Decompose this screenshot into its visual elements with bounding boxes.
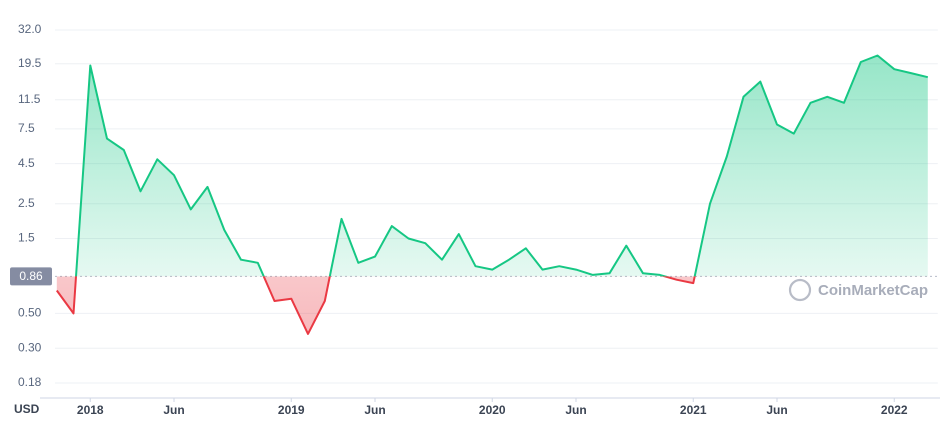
x-tick-label: Jun [565, 403, 586, 417]
watermark: CoinMarketCap [788, 278, 928, 302]
x-tick-label: 2018 [77, 403, 104, 417]
y-tick-label: 32.0 [18, 22, 42, 36]
y-tick-label: 0.18 [18, 375, 42, 389]
y-tick-label: 11.5 [18, 92, 41, 106]
y-tick-label: 7.5 [18, 121, 35, 135]
watermark-icon [788, 278, 812, 302]
baseline-label: 0.86 [19, 269, 43, 283]
x-tick-label: 2020 [479, 403, 506, 417]
currency-label: USD [14, 402, 40, 416]
x-tick-label: Jun [163, 403, 184, 417]
x-tick-label: Jun [766, 403, 787, 417]
x-tick-label: Jun [364, 403, 385, 417]
watermark-text: CoinMarketCap [818, 282, 928, 299]
x-tick-label: 2022 [881, 403, 908, 417]
x-tick-label: 2021 [680, 403, 707, 417]
price-line-above [75, 54, 929, 277]
y-tick-label: 19.5 [18, 56, 42, 70]
y-tick-label: 0.30 [18, 340, 42, 354]
y-tick-label: 4.5 [18, 156, 35, 170]
y-tick-label: 2.5 [18, 196, 35, 210]
y-tick-label: 1.5 [18, 231, 35, 245]
x-tick-label: 2019 [278, 403, 305, 417]
area-above [56, 55, 928, 277]
baseline-label-box [10, 267, 52, 286]
y-tick-label: 0.50 [18, 306, 42, 320]
